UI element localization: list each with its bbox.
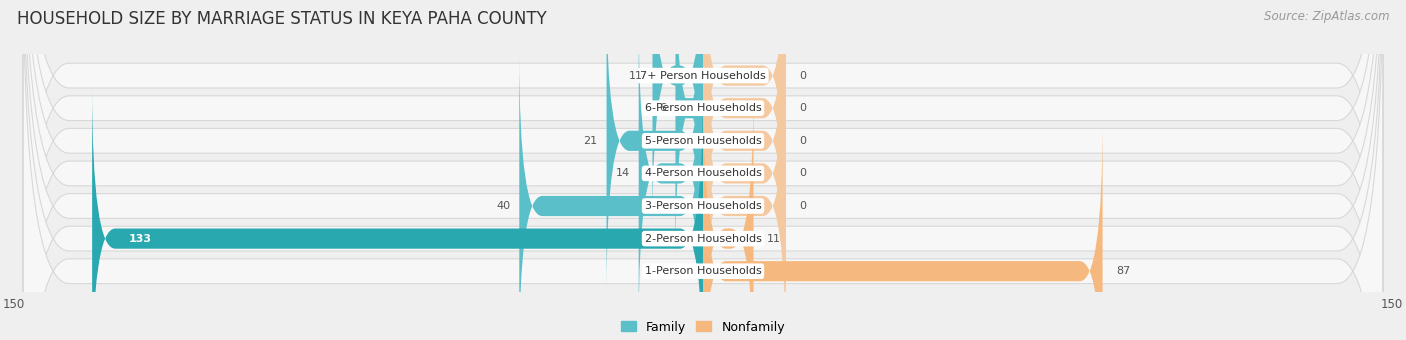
Text: 4-Person Households: 4-Person Households xyxy=(644,168,762,179)
FancyBboxPatch shape xyxy=(24,0,1382,340)
Text: 87: 87 xyxy=(1116,266,1130,276)
FancyBboxPatch shape xyxy=(638,20,703,326)
Text: 11: 11 xyxy=(768,234,782,243)
Text: 2-Person Households: 2-Person Households xyxy=(644,234,762,243)
Text: 21: 21 xyxy=(583,136,598,146)
Text: 0: 0 xyxy=(800,71,807,81)
Text: 14: 14 xyxy=(616,168,630,179)
FancyBboxPatch shape xyxy=(24,0,1382,340)
FancyBboxPatch shape xyxy=(703,0,786,228)
Text: 6: 6 xyxy=(659,103,666,113)
Text: 0: 0 xyxy=(800,136,807,146)
Text: 3-Person Households: 3-Person Households xyxy=(644,201,762,211)
Text: 7+ Person Households: 7+ Person Households xyxy=(640,71,766,81)
Text: 0: 0 xyxy=(800,201,807,211)
FancyBboxPatch shape xyxy=(24,0,1382,340)
FancyBboxPatch shape xyxy=(703,53,786,340)
Text: 6-Person Households: 6-Person Households xyxy=(644,103,762,113)
FancyBboxPatch shape xyxy=(24,0,1382,340)
FancyBboxPatch shape xyxy=(703,86,754,340)
Text: 40: 40 xyxy=(496,201,510,211)
Text: 5-Person Households: 5-Person Households xyxy=(644,136,762,146)
Text: 11: 11 xyxy=(630,71,644,81)
Text: Source: ZipAtlas.com: Source: ZipAtlas.com xyxy=(1264,10,1389,23)
FancyBboxPatch shape xyxy=(675,0,703,261)
Text: 0: 0 xyxy=(800,103,807,113)
FancyBboxPatch shape xyxy=(24,0,1382,340)
Text: 133: 133 xyxy=(129,234,152,243)
FancyBboxPatch shape xyxy=(93,86,703,340)
FancyBboxPatch shape xyxy=(703,0,786,294)
FancyBboxPatch shape xyxy=(703,20,786,326)
Legend: Family, Nonfamily: Family, Nonfamily xyxy=(616,316,790,339)
Text: 0: 0 xyxy=(800,168,807,179)
FancyBboxPatch shape xyxy=(606,0,703,294)
FancyBboxPatch shape xyxy=(652,0,703,228)
FancyBboxPatch shape xyxy=(703,118,1102,340)
FancyBboxPatch shape xyxy=(24,0,1382,340)
Text: 1-Person Households: 1-Person Households xyxy=(644,266,762,276)
FancyBboxPatch shape xyxy=(519,53,703,340)
FancyBboxPatch shape xyxy=(24,0,1382,340)
Text: HOUSEHOLD SIZE BY MARRIAGE STATUS IN KEYA PAHA COUNTY: HOUSEHOLD SIZE BY MARRIAGE STATUS IN KEY… xyxy=(17,10,547,28)
FancyBboxPatch shape xyxy=(703,0,786,261)
